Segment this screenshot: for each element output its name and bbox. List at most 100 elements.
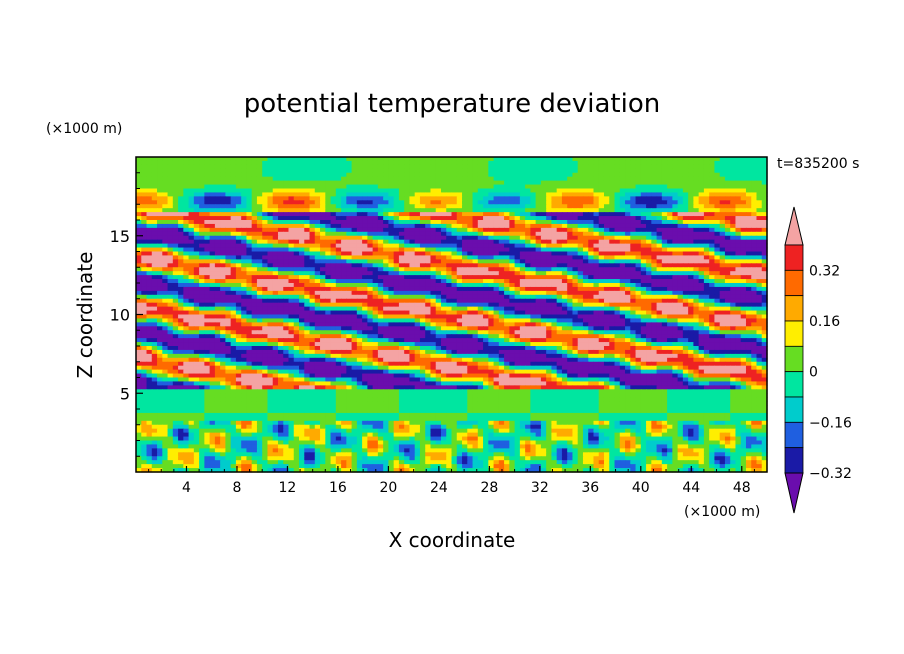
- field-cell: [188, 208, 195, 213]
- field-cell: [614, 243, 621, 249]
- field-cell: [293, 216, 300, 221]
- field-cell: [703, 172, 710, 178]
- field-cell: [288, 212, 295, 217]
- field-cell: [567, 216, 574, 221]
- field-cell: [277, 216, 284, 221]
- field-cell: [225, 208, 232, 213]
- field-cell: [540, 227, 547, 233]
- field-cell: [425, 243, 432, 249]
- field-cell: [251, 157, 258, 162]
- field-cell: [388, 259, 395, 264]
- field-cell: [698, 298, 705, 304]
- field-cell: [262, 160, 269, 166]
- field-cell: [661, 271, 668, 276]
- field-cell: [325, 180, 332, 186]
- field-cell: [272, 294, 279, 300]
- field-cell: [330, 168, 337, 174]
- field-cell: [235, 279, 242, 284]
- field-cell: [488, 231, 495, 237]
- field-cell: [251, 216, 258, 221]
- field-cell: [304, 188, 311, 194]
- field-cell: [314, 294, 321, 300]
- field-cell: [735, 212, 742, 217]
- field-cell: [209, 220, 216, 225]
- field-cell: [267, 216, 274, 221]
- field-cell: [582, 255, 589, 260]
- field-cell: [351, 168, 358, 174]
- field-cell: [146, 168, 153, 174]
- field-cell: [172, 251, 179, 257]
- field-cell: [220, 267, 226, 272]
- field-cell: [619, 208, 626, 213]
- field-cell: [393, 184, 400, 190]
- field-cell: [677, 283, 684, 288]
- field-cell: [588, 255, 595, 260]
- field-cell: [619, 160, 626, 166]
- field-cell: [435, 184, 442, 190]
- field-cell: [530, 208, 537, 213]
- field-cell: [646, 227, 652, 233]
- field-cell: [304, 192, 311, 197]
- field-cell: [372, 267, 379, 272]
- field-cell: [519, 283, 526, 288]
- field-cell: [267, 188, 274, 194]
- field-cell: [351, 176, 358, 182]
- field-cell: [288, 164, 295, 170]
- field-cell: [162, 220, 169, 225]
- field-cell: [745, 223, 752, 229]
- field-cell: [530, 200, 537, 205]
- field-cell: [756, 314, 763, 320]
- field-cell: [740, 243, 747, 249]
- field-cell: [630, 176, 637, 182]
- field-cell: [551, 180, 558, 186]
- field-cell: [241, 168, 248, 174]
- field-cell: [367, 192, 374, 197]
- field-cell: [172, 267, 179, 272]
- field-cell: [299, 271, 305, 276]
- field-cell: [362, 302, 368, 308]
- field-cell: [346, 306, 353, 312]
- field-cell: [509, 267, 516, 272]
- field-cell: [719, 259, 726, 264]
- field-cell: [225, 298, 232, 304]
- field-cell: [393, 314, 400, 320]
- field-cell: [220, 200, 226, 205]
- field-cell: [635, 271, 642, 276]
- field-cell: [756, 286, 763, 292]
- field-cell: [588, 290, 595, 296]
- field-cell: [672, 192, 679, 197]
- field-cell: [714, 239, 721, 245]
- field-cell: [588, 263, 595, 268]
- field-cell: [651, 279, 658, 284]
- field-cell: [572, 294, 579, 300]
- field-cell: [235, 263, 242, 268]
- field-cell: [625, 302, 631, 308]
- field-cell: [462, 196, 468, 201]
- field-cell: [646, 192, 652, 197]
- field-cell: [640, 172, 647, 178]
- field-cell: [598, 200, 605, 205]
- field-cell: [235, 176, 242, 182]
- field-cell: [299, 223, 305, 229]
- field-cell: [293, 157, 300, 162]
- field-cell: [625, 314, 631, 320]
- field-cell: [193, 318, 200, 323]
- field-cell: [693, 271, 700, 276]
- field-cell: [540, 267, 547, 272]
- field-cell: [351, 192, 358, 197]
- field-cell: [309, 263, 316, 268]
- field-cell: [377, 279, 384, 284]
- field-cell: [625, 235, 631, 241]
- field-cell: [514, 310, 521, 316]
- field-cell: [446, 286, 453, 292]
- field-cell: [220, 318, 226, 323]
- field-cell: [682, 216, 689, 221]
- field-cell: [425, 298, 432, 304]
- field-cell: [493, 251, 500, 257]
- field-cell: [167, 279, 174, 284]
- field-cell: [277, 168, 284, 174]
- field-cell: [151, 286, 158, 292]
- field-cell: [630, 200, 637, 205]
- field-cell: [335, 286, 342, 292]
- field-cell: [440, 227, 447, 233]
